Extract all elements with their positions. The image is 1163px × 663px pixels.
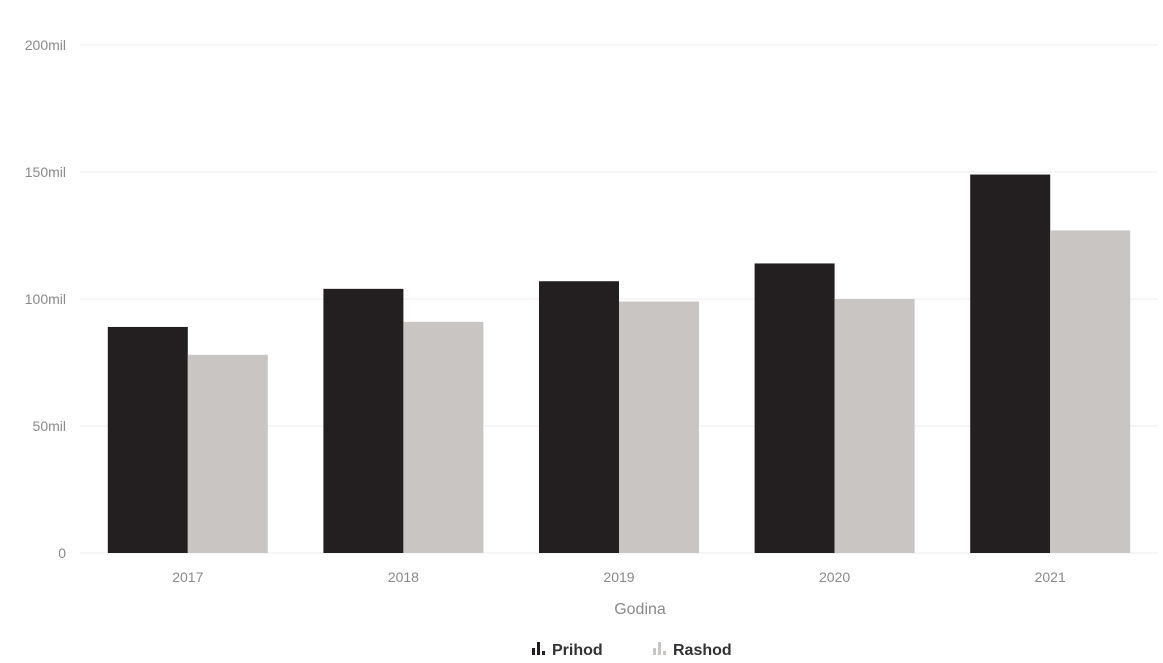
- bar-rashod-2020: [834, 299, 915, 553]
- y-tick-label: 0: [58, 545, 66, 561]
- legend-label: Prihod: [552, 642, 603, 659]
- bar-rashod-2018: [403, 321, 484, 553]
- bar-rashod-2021: [1050, 230, 1131, 554]
- bar-rashod-2017: [187, 354, 268, 553]
- x-tick-label: 2020: [819, 569, 850, 585]
- x-tick-label: 2018: [388, 569, 419, 585]
- x-tick-label: 2021: [1035, 569, 1066, 585]
- y-axis-ticks: 0 50mil 100mil 150mil 200mil: [25, 37, 66, 561]
- bar-prihod-2021: [970, 174, 1051, 554]
- legend-item-prihod[interactable]: Prihod: [532, 642, 603, 659]
- bar-prihod-2017: [107, 326, 188, 553]
- bar-chart-icon: [532, 642, 545, 655]
- legend-label: Rashod: [673, 642, 732, 659]
- y-tick-label: 100mil: [25, 291, 66, 307]
- bar-chart-icon: [653, 642, 666, 655]
- legend-item-rashod[interactable]: Rashod: [653, 642, 732, 659]
- legend: Prihod Rashod: [532, 642, 732, 659]
- bars: [107, 174, 1131, 554]
- x-tick-label: 2019: [603, 569, 634, 585]
- bar-rashod-2019: [619, 301, 699, 553]
- bar-prihod-2018: [323, 288, 404, 553]
- y-tick-label: 150mil: [25, 164, 66, 180]
- bar-prihod-2020: [754, 263, 835, 553]
- y-tick-label: 50mil: [33, 418, 66, 434]
- x-axis-ticks: 2017 2018 2019 2020 2021: [172, 569, 1066, 585]
- x-tick-label: 2017: [172, 569, 203, 585]
- bar-prihod-2019: [539, 281, 619, 553]
- x-axis-label: Godina: [614, 601, 666, 618]
- y-tick-label: 200mil: [25, 37, 66, 53]
